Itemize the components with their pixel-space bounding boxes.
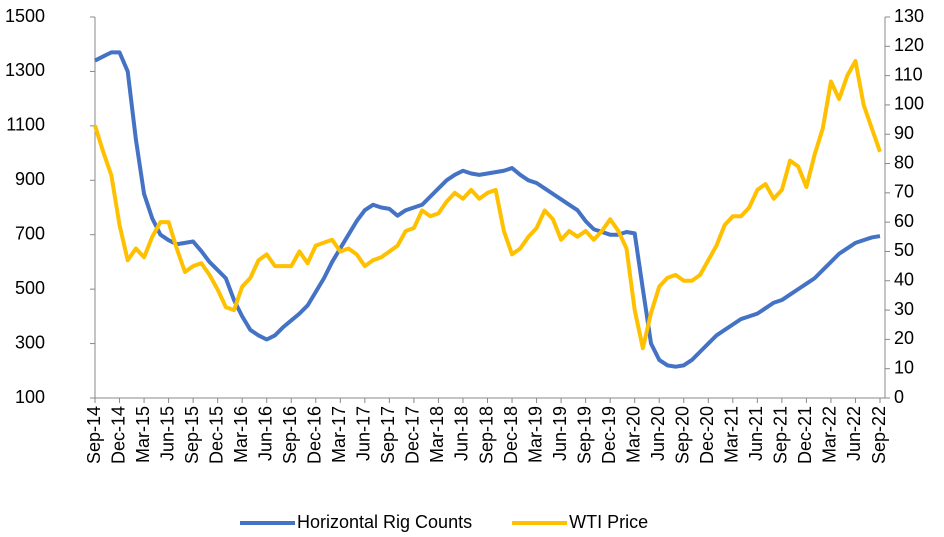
y2-tick-label: 100 (894, 94, 924, 114)
series-line (94, 50, 881, 369)
x-tick-label: Sep-15 (182, 406, 202, 464)
x-tick-label: Mar-16 (231, 406, 251, 463)
y2-tick-label: 10 (894, 357, 914, 377)
y2-tick-label: 110 (894, 64, 923, 84)
y-tick-label: 500 (15, 278, 45, 298)
y2-tick-label: 30 (894, 299, 914, 319)
y2-tick-label: 60 (894, 211, 914, 231)
x-tick-label: Sep-21 (771, 406, 791, 464)
y2-tick-label: 80 (894, 152, 914, 172)
x-tick-label: Mar-21 (722, 406, 742, 463)
x-tick-label: Mar-22 (820, 406, 840, 463)
x-tick-label: Jun-19 (550, 406, 570, 461)
x-tick-label: Mar-15 (133, 406, 153, 463)
x-tick-label: Dec-20 (697, 406, 717, 464)
y-tick-label: 700 (15, 223, 45, 243)
legend-label: Horizontal Rig Counts (297, 512, 472, 532)
x-tick-label: Dec-17 (403, 406, 423, 464)
y2-tick-label: 90 (894, 123, 914, 143)
x-tick-label: Dec-18 (501, 406, 521, 464)
y2-tick-label: 70 (894, 182, 914, 202)
y-tick-label: 1500 (5, 6, 45, 26)
x-tick-label: Jun-22 (844, 406, 864, 461)
y2-tick-label: 120 (894, 35, 924, 55)
x-tick-label: Dec-15 (206, 406, 226, 464)
y2-tick-label: 130 (894, 6, 924, 26)
y-tick-label: 1100 (6, 115, 45, 135)
x-tick-label: Mar-20 (623, 406, 643, 463)
x-tick-label: Dec-21 (795, 406, 815, 464)
y-tick-label: 300 (15, 332, 45, 352)
x-tick-label: Jun-21 (746, 406, 766, 461)
x-tick-label: Dec-14 (108, 406, 128, 464)
x-tick-label: Jun-16 (255, 406, 275, 461)
x-tick-label: Jun-17 (354, 406, 374, 461)
x-tick-label: Jun-20 (648, 406, 668, 461)
x-tick-label: Sep-19 (574, 406, 594, 464)
x-tick-label: Mar-19 (525, 406, 545, 463)
y2-tick-label: 50 (894, 240, 914, 260)
x-tick-label: Jun-18 (452, 406, 472, 461)
x-tick-label: Jun-15 (157, 406, 177, 461)
x-tick-label: Mar-18 (427, 406, 447, 463)
x-tick-label: Mar-17 (329, 406, 349, 463)
y-tick-label: 900 (15, 169, 45, 189)
legend-label: WTI Price (569, 512, 648, 532)
x-tick-label: Dec-16 (305, 406, 325, 464)
x-tick-label: Sep-18 (476, 406, 496, 464)
x-tick-label: Sep-22 (869, 406, 889, 464)
x-tick-label: Sep-17 (378, 406, 398, 464)
y-tick-label: 100 (15, 387, 45, 407)
y-tick-label: 1300 (5, 60, 45, 80)
x-tick-label: Sep-16 (280, 406, 300, 464)
x-tick-label: Sep-14 (84, 406, 104, 464)
x-tick-label: Sep-20 (673, 406, 693, 464)
y2-tick-label: 20 (894, 328, 914, 348)
series-line (93, 58, 882, 351)
y2-tick-label: 0 (894, 387, 904, 407)
y2-tick-label: 40 (894, 270, 914, 290)
x-tick-label: Dec-19 (599, 406, 619, 464)
